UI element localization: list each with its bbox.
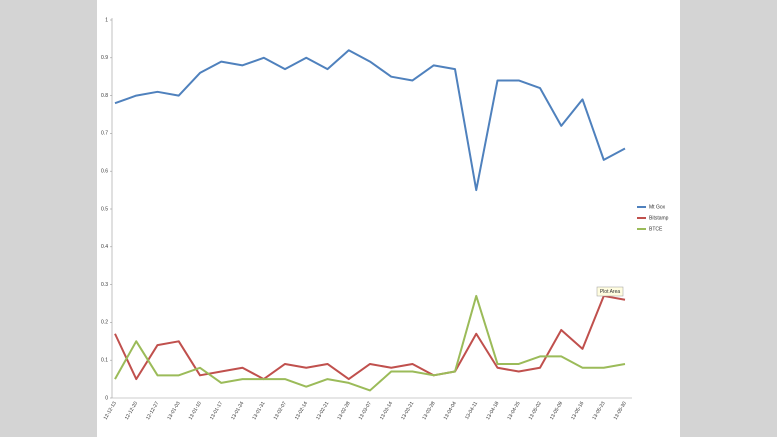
y-tick-label: 0.4 [101,244,108,250]
series-line [114,49,626,192]
tooltip: Plot Area [600,289,621,295]
legend-label: Mt Gox [649,204,666,210]
y-tick-label: 0.8 [101,93,108,99]
series-line [114,294,626,381]
y-tick-label: 0.2 [101,320,108,326]
y-tick-label: 0 [105,395,108,401]
y-tick-label: 0.5 [101,206,108,212]
tooltip-box [596,286,624,297]
chart-area [97,0,680,437]
y-tick-label: 0.6 [101,169,108,175]
legend-label: Bitstamp [649,215,669,221]
legend-label: BTCE [649,226,663,232]
y-tick-label: 0.3 [101,282,108,288]
series-line [114,294,626,392]
y-tick-label: 0.9 [101,55,108,61]
y-tick-label: 1 [105,17,108,23]
y-tick-label: 0.1 [101,358,108,364]
y-tick-label: 0.7 [101,131,108,137]
